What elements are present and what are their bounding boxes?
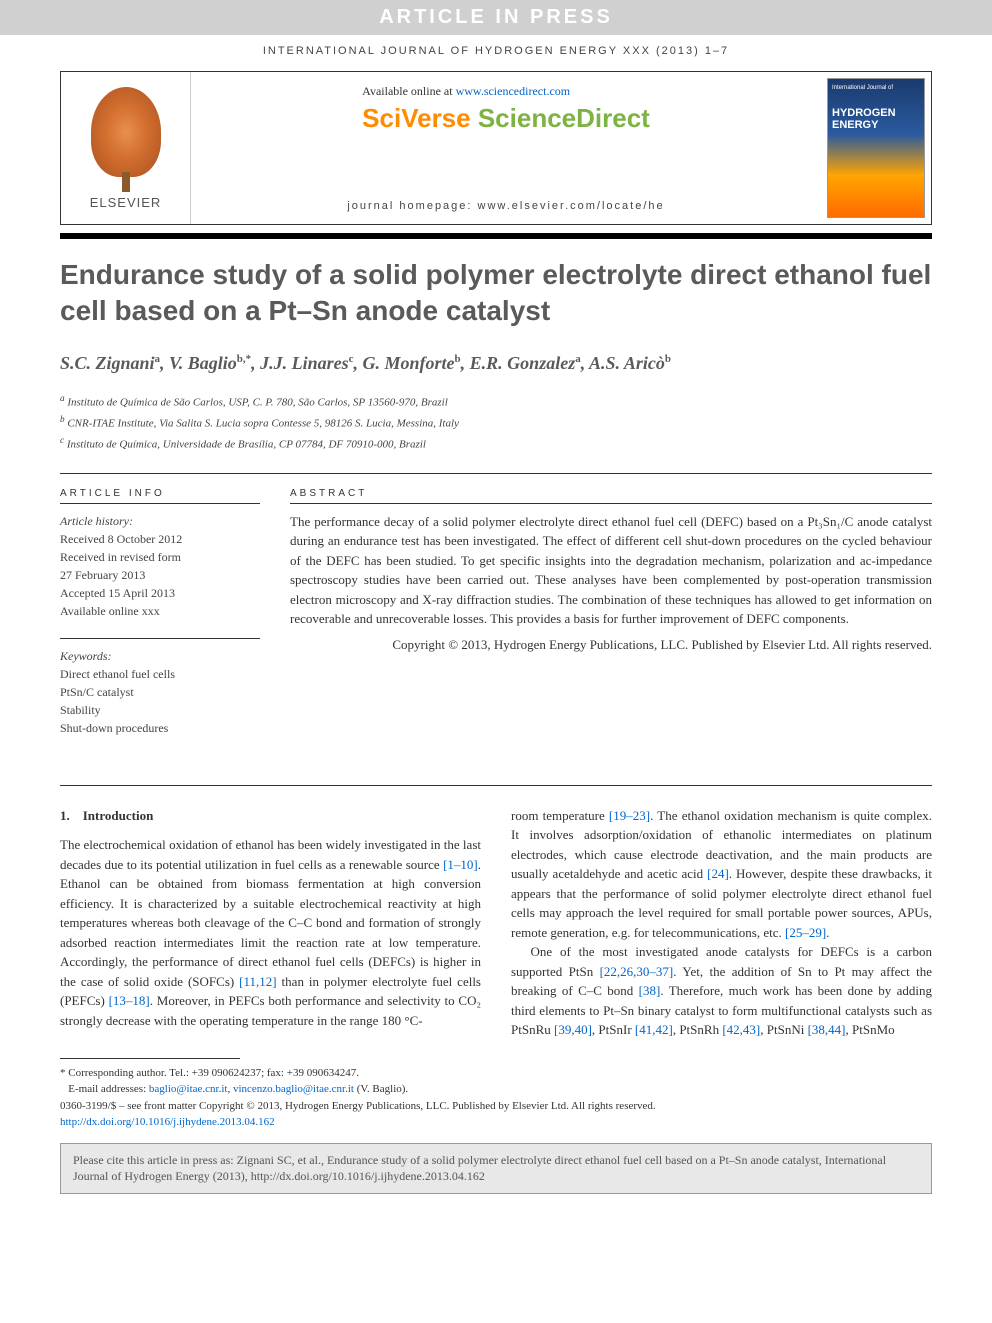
elsevier-text: ELSEVIER xyxy=(90,195,162,210)
ref-link[interactable]: [22,26,30–37] xyxy=(600,964,674,979)
history-revised-date: 27 February 2013 xyxy=(60,566,260,584)
paragraph-1: The electrochemical oxidation of ethanol… xyxy=(60,835,481,1030)
affiliations: a Instituto de Química de São Carlos, US… xyxy=(60,391,932,455)
rule-above-body xyxy=(60,785,932,786)
article-in-press-banner: ARTICLE IN PRESS xyxy=(0,0,992,35)
affiliation-a: a Instituto de Química de São Carlos, US… xyxy=(60,391,932,412)
sciverse-part1: SciVerse xyxy=(362,103,478,133)
rule-above-info xyxy=(60,473,932,474)
ref-link[interactable]: [11,12] xyxy=(239,974,276,989)
keyword-1: Direct ethanol fuel cells xyxy=(60,665,260,683)
abstract-copyright: Copyright © 2013, Hydrogen Energy Public… xyxy=(290,635,932,655)
ref-link[interactable]: [13–18] xyxy=(109,993,150,1008)
cover-image: International Journal of HYDROGEN ENERGY xyxy=(827,78,925,218)
history-accepted: Accepted 15 April 2013 xyxy=(60,584,260,602)
ref-link[interactable]: [39,40] xyxy=(554,1022,592,1037)
article-title: Endurance study of a solid polymer elect… xyxy=(60,257,932,330)
email-link[interactable]: vincenzo.baglio@itae.cnr.it xyxy=(233,1083,354,1095)
keywords: Keywords: Direct ethanol fuel cells PtSn… xyxy=(60,647,260,737)
doi-link[interactable]: http://dx.doi.org/10.1016/j.ijhydene.201… xyxy=(60,1116,275,1128)
journal-cover: International Journal of HYDROGEN ENERGY xyxy=(821,72,931,224)
abstract-text: The performance decay of a solid polymer… xyxy=(290,512,932,629)
rule-thick-top xyxy=(60,233,932,239)
keyword-4: Shut-down procedures xyxy=(60,719,260,737)
info-abstract-row: ARTICLE INFO Article history: Received 8… xyxy=(60,488,932,755)
ref-link[interactable]: [24] xyxy=(707,866,729,881)
history-online: Available online xxx xyxy=(60,602,260,620)
footnotes: * Corresponding author. Tel.: +39 090624… xyxy=(60,1065,932,1131)
affiliation-b: b CNR-ITAE Institute, Via Salita S. Luci… xyxy=(60,412,932,433)
article-history: Article history: Received 8 October 2012… xyxy=(60,512,260,620)
available-prefix: Available online at xyxy=(362,84,455,98)
paragraph-2: One of the most investigated anode catal… xyxy=(511,942,932,1040)
section-heading: 1. Introduction xyxy=(60,806,481,826)
authors: S.C. Zignania, V. Bagliob,*, J.J. Linare… xyxy=(60,350,932,377)
sciverse-logo: SciVerse ScienceDirect xyxy=(362,103,650,134)
affiliation-c: c Instituto de Química, Universidade de … xyxy=(60,433,932,454)
ref-link[interactable]: [19–23] xyxy=(609,808,650,823)
ref-link[interactable]: [41,42] xyxy=(635,1022,673,1037)
body-columns: 1. Introduction The electrochemical oxid… xyxy=(60,806,932,1040)
elsevier-tree-icon xyxy=(91,87,161,177)
ref-link[interactable]: [42,43] xyxy=(722,1022,760,1037)
elsevier-logo: ELSEVIER xyxy=(61,72,191,224)
corresponding-author: * Corresponding author. Tel.: +39 090624… xyxy=(60,1065,932,1082)
journal-homepage: journal homepage: www.elsevier.com/locat… xyxy=(347,200,664,212)
history-label: Article history: xyxy=(60,512,260,530)
email-link[interactable]: baglio@itae.cnr.it xyxy=(149,1083,228,1095)
issn-line: 0360-3199/$ – see front matter Copyright… xyxy=(60,1098,932,1115)
ref-link[interactable]: [1–10] xyxy=(443,857,478,872)
info-divider xyxy=(60,638,260,639)
sciverse-part2: ScienceDirect xyxy=(478,103,650,133)
history-received: Received 8 October 2012 xyxy=(60,530,260,548)
cover-small-text: International Journal of xyxy=(832,85,920,91)
history-revised: Received in revised form xyxy=(60,548,260,566)
available-online: Available online at www.sciencedirect.co… xyxy=(362,84,650,99)
ref-link[interactable]: [38,44] xyxy=(808,1022,846,1037)
keywords-label: Keywords: xyxy=(60,647,260,665)
sciencedirect-link[interactable]: www.sciencedirect.com xyxy=(456,84,571,98)
article-info: ARTICLE INFO Article history: Received 8… xyxy=(60,488,260,755)
footnote-rule xyxy=(60,1058,240,1059)
ref-link[interactable]: [38] xyxy=(639,983,661,998)
ref-link[interactable]: [25–29] xyxy=(785,925,826,940)
doi-line: http://dx.doi.org/10.1016/j.ijhydene.201… xyxy=(60,1114,932,1131)
paragraph-1-cont: room temperature [19–23]. The ethanol ox… xyxy=(511,806,932,943)
cover-title: HYDROGEN ENERGY xyxy=(832,107,920,131)
keyword-2: PtSn/C catalyst xyxy=(60,683,260,701)
keyword-3: Stability xyxy=(60,701,260,719)
citation-box: Please cite this article in press as: Zi… xyxy=(60,1143,932,1195)
section-number: 1. xyxy=(60,808,70,823)
column-right: room temperature [19–23]. The ethanol ox… xyxy=(511,806,932,1040)
abstract: ABSTRACT The performance decay of a soli… xyxy=(290,488,932,755)
header-center: Available online at www.sciencedirect.co… xyxy=(191,72,821,224)
header-box: ELSEVIER Available online at www.science… xyxy=(60,71,932,225)
article-info-label: ARTICLE INFO xyxy=(60,488,260,504)
journal-running-head: INTERNATIONAL JOURNAL OF HYDROGEN ENERGY… xyxy=(0,35,992,71)
email-line: E-mail addresses: baglio@itae.cnr.it, vi… xyxy=(60,1081,932,1098)
column-left: 1. Introduction The electrochemical oxid… xyxy=(60,806,481,1040)
abstract-label: ABSTRACT xyxy=(290,488,932,504)
section-title: Introduction xyxy=(83,808,154,823)
